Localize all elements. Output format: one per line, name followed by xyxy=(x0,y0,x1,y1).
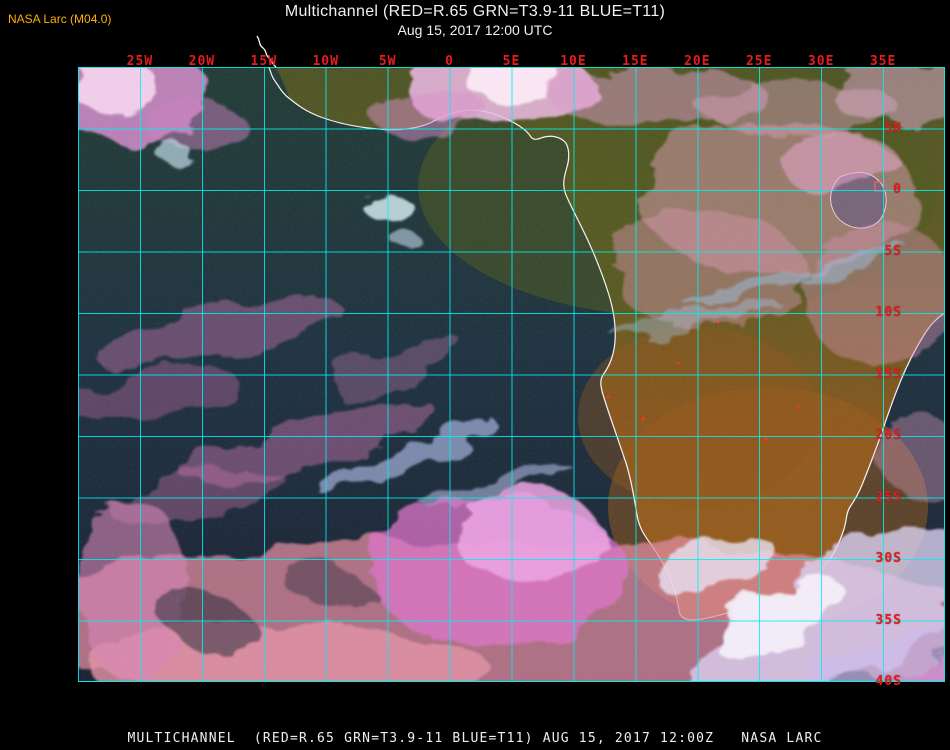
footer-caption: MULTICHANNEL (RED=R.65 GRN=T3.9-11 BLUE=… xyxy=(127,731,823,746)
latitude-label: 40S xyxy=(875,674,902,689)
satellite-image xyxy=(78,67,945,682)
texture-overlay xyxy=(78,67,945,682)
longitude-label: 0 xyxy=(445,54,454,69)
latitude-label: 35S xyxy=(875,612,902,628)
longitude-label: 15W xyxy=(250,54,278,69)
latitude-label: 5S xyxy=(884,243,902,259)
latitude-label: 30S xyxy=(875,551,902,566)
longitude-label: 25E xyxy=(745,54,773,69)
title-block: Multichannel (RED=R.65 GRN=T3.9-11 BLUE=… xyxy=(0,3,950,38)
longitude-label: 15E xyxy=(622,54,649,69)
latitude-label: 20S xyxy=(875,428,902,443)
longitude-label: 5E xyxy=(502,54,521,69)
latitude-label: 10S xyxy=(875,305,902,320)
longitude-label: 10E xyxy=(560,54,587,69)
longitude-label: 10W xyxy=(312,54,339,69)
latitude-label: 5N xyxy=(884,120,902,136)
longitude-label: 25W xyxy=(126,54,154,69)
longitude-label: 30E xyxy=(807,54,835,69)
product-title: Multichannel (RED=R.65 GRN=T3.9-11 BLUE=… xyxy=(284,3,666,20)
agency-tag: NASA Larc (M04.0) xyxy=(8,12,112,26)
longitude-label: 35E xyxy=(869,54,897,69)
latitude-label: 0 xyxy=(893,182,902,197)
satellite-scene xyxy=(78,67,945,682)
latitude-label: 25S xyxy=(875,489,902,505)
latitude-label: 15S xyxy=(875,366,902,382)
coastline-overflow xyxy=(256,35,277,68)
product-timestamp: Aug 15, 2017 12:00 UTC xyxy=(397,22,553,38)
longitude-label: 5W xyxy=(378,54,397,69)
longitude-label: 20E xyxy=(684,54,711,69)
longitude-label: 20W xyxy=(188,54,216,69)
